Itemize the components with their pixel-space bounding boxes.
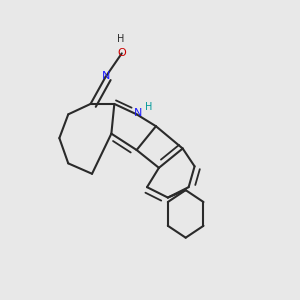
Text: O: O [117,47,126,58]
Text: N: N [102,71,110,81]
Text: H: H [146,102,153,112]
Text: H: H [117,34,124,44]
Text: N: N [134,108,142,118]
